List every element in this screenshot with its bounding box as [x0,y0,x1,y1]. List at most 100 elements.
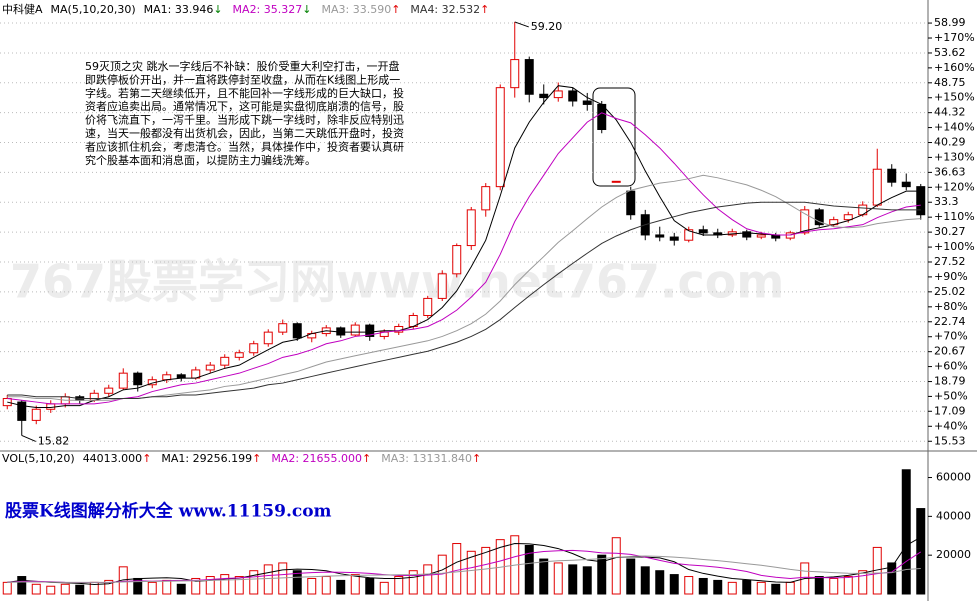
trough-label: 15.82 [38,434,70,447]
peak-label: 59.20 [531,20,563,33]
volume-arrow: ↑ [142,452,152,465]
candle-body [466,209,476,247]
peak-pointer [514,21,529,28]
ma-params: MA(5,10,20,30) [50,3,136,16]
volume-bar [553,562,563,595]
candle-body [133,372,143,386]
candle-body [916,186,926,216]
volume-bar [350,574,360,595]
legend-arrow: ↓ [213,3,223,16]
volume-bar [684,576,694,595]
candle-body [597,103,607,131]
volume-bar [582,566,592,595]
annotation-text: 者应该抓住机会，考虑清仓。当然，具体操作中，投资者要认真研 [85,139,404,153]
annotation-text: 即跌停板价开出，并一直将跌停封至收盘，从而在K线图上形成一 [85,72,400,86]
annotation-text: 资者应追卖出局。通常情况下，这可能是实盘彻底崩溃的信号，股 [85,99,404,113]
candle-body [234,352,244,358]
volume-bar [336,579,346,595]
volume-bar [858,570,868,595]
volume-bar [75,584,85,595]
legend-arrow: ↑ [480,3,490,16]
volume-bar [176,583,186,595]
candle-body [278,323,288,333]
volume-bar [408,570,418,595]
candle-body [118,372,128,389]
pct-tick-label: +140% [934,121,975,134]
highlight-box [592,87,636,187]
legend-arrow: ↑ [252,452,262,465]
y-tick-label: 20000 [936,548,971,561]
pct-tick-label: +60% [934,360,968,373]
volume-bar [756,581,766,595]
candle-body [669,236,679,241]
ma-line [7,174,921,401]
volume-bar [234,576,244,595]
volume-header: VOL(5,10,20) 44013.000↑ MA1: 29256.199↑ MA2… [2,452,491,466]
volume-bar [626,558,636,595]
volume-bar [771,583,781,595]
legend-label: MA4: 32.532 [410,3,481,16]
legend-arrow: ↑ [471,452,482,465]
candle-body [510,59,520,89]
candle-body [31,408,41,421]
volume-bar [887,562,897,595]
candle-body [887,168,897,183]
candle-body [872,168,882,206]
annotation-text: 究个股基本面和消息面，以提防主力骗线洗筹。 [85,153,316,167]
volume-bar [640,566,650,595]
candle-body [901,181,911,188]
pct-tick-label: +160% [934,61,975,74]
price-header: 中科健A MA(5,10,20,30) MA1: 33.946↓ MA2: 35.32… [2,3,499,17]
candle-body [524,59,534,95]
candle-body [756,234,766,238]
candle-body [742,231,752,238]
pct-tick-label: +90% [934,270,968,283]
volume-bar [365,577,375,595]
pct-tick-label: +100% [934,240,975,253]
candle-body [104,387,114,394]
volume-bar [220,574,230,595]
y-tick-label: 18.79 [934,375,966,388]
candle-body [249,343,259,354]
candle-body [698,229,708,234]
pct-tick-label: +170% [934,31,975,44]
candle-body [611,180,621,183]
y-tick-label: 17.09 [934,404,966,417]
annotation-text: 字线。若第二天继续低开，且不能回补一字线形成的巨大缺口，投 [85,86,404,100]
volume-bar [481,546,491,595]
candle-body [365,324,375,337]
y-tick-label: 22.74 [934,315,966,328]
candle-body [452,245,462,275]
volume-bar [466,550,476,595]
y-tick-label: 40.29 [934,136,966,149]
ma-line [7,201,921,400]
volume-bar [843,576,853,595]
volume-bar [394,576,404,595]
volume-bar [814,576,824,595]
candle-body [800,209,810,234]
volume-bar [785,581,795,595]
y-tick-label: 33.3 [934,195,959,208]
pct-tick-label: +70% [934,330,968,343]
legend-label: MA3: 33.590 [321,3,392,16]
y-tick-label: 27.52 [934,255,966,268]
legend-arrow: ↑ [362,452,372,465]
volume-bar [17,576,27,595]
y-tick-label: 44.32 [934,106,966,119]
pct-tick-label: +150% [934,91,975,104]
ma-line [7,112,921,405]
candle-body [684,229,694,241]
legend-label: MA1: 29256.199 [161,452,253,465]
volume-bar [539,558,549,595]
stock-name: 中科健A [2,3,43,16]
volume-bar [655,570,665,595]
y-tick-label: 58.99 [934,16,966,29]
candle-body [220,356,230,366]
volume-bar [147,581,157,595]
volume-bar [263,564,273,595]
candle-body [655,234,665,238]
candle-body [46,403,56,410]
candle-body [423,297,433,316]
ma-line [7,555,921,583]
y-tick-label: 60000 [936,471,971,484]
